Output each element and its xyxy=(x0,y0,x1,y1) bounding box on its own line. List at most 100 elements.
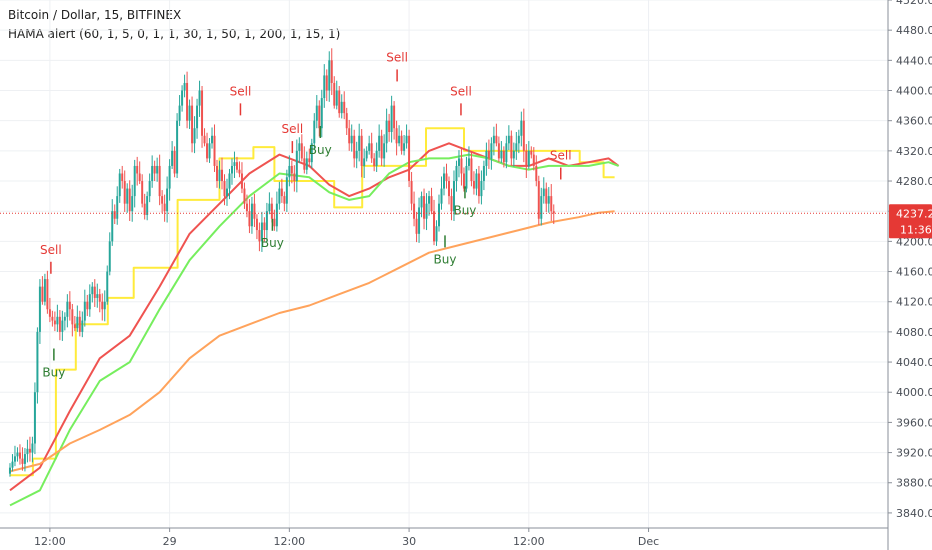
candle-body xyxy=(116,196,119,219)
candle-body xyxy=(178,105,181,121)
candle-body xyxy=(268,203,271,212)
signals: Sell Buy Sell Buy Sell Buy Sell Buy Sell Buy Sell xyxy=(40,50,572,379)
candle-body xyxy=(168,165,171,189)
candle-body xyxy=(338,90,341,114)
candle-body xyxy=(265,211,268,231)
price-tick-label: 4000.0 xyxy=(896,386,932,399)
price-tick-label: 4200.0 xyxy=(896,235,932,248)
candle-body xyxy=(123,181,126,204)
candle-body xyxy=(118,173,121,197)
candle-body xyxy=(303,158,306,170)
candle-body xyxy=(158,165,161,197)
candle-body xyxy=(413,203,416,219)
candle-body xyxy=(333,82,336,106)
candle-body xyxy=(133,165,136,197)
candle-body xyxy=(542,188,545,197)
candle-body xyxy=(108,241,111,272)
candle-body xyxy=(512,150,515,159)
candle-body xyxy=(68,301,71,310)
candle-body xyxy=(58,316,61,332)
candle-body xyxy=(408,135,411,182)
candle-body xyxy=(363,158,366,166)
candle-body xyxy=(131,196,134,212)
time-tick-label: 12:00 xyxy=(34,535,66,548)
price-tick-label: 4440.0 xyxy=(896,54,932,67)
candle-body xyxy=(335,90,338,106)
price-axis[interactable]: 3840.0 3880.0 3920.0 3960.0 4000.0 4040.0 4080… xyxy=(887,0,932,550)
candle-body xyxy=(393,105,396,129)
candle-body xyxy=(290,165,293,174)
candle-body xyxy=(71,309,74,325)
candle-body xyxy=(502,150,505,163)
sell-label: Sell xyxy=(282,122,304,136)
price-tick-label: 3840.0 xyxy=(896,507,932,520)
price-tick-label: 4520.0 xyxy=(896,0,932,7)
candle-body xyxy=(141,181,144,204)
sell-label: Sell xyxy=(450,84,472,98)
candle-body xyxy=(270,203,273,219)
candle-body xyxy=(490,143,493,159)
candle-body xyxy=(238,169,241,174)
price-tick-label: 3960.0 xyxy=(896,416,932,429)
candle-body xyxy=(166,188,169,212)
candle-body xyxy=(500,150,503,159)
candle-body xyxy=(390,105,393,132)
candle-body xyxy=(550,196,553,212)
candle-body xyxy=(275,203,278,227)
candle-body xyxy=(370,143,373,159)
candle-body xyxy=(255,218,258,231)
candle-body xyxy=(76,316,79,329)
candle-body xyxy=(73,324,76,329)
indicator-lines xyxy=(9,127,620,507)
candle-body xyxy=(505,143,508,163)
candle-body xyxy=(517,135,520,144)
hama-step-line xyxy=(10,127,615,477)
candle-body xyxy=(315,105,318,121)
candle-body xyxy=(477,173,480,197)
candle-body xyxy=(378,135,381,151)
time-tick-label: 12:00 xyxy=(273,535,305,548)
candle-body xyxy=(288,165,291,178)
candle-body xyxy=(83,301,86,321)
candle-body xyxy=(313,120,316,144)
candle-body xyxy=(230,165,233,174)
candle-body xyxy=(163,203,166,212)
candle-body xyxy=(410,181,413,204)
candle-body xyxy=(398,135,401,144)
sell-label: Sell xyxy=(386,50,408,64)
candle-body xyxy=(447,181,450,197)
candle-body xyxy=(233,162,236,166)
candle-body xyxy=(245,203,248,212)
candle-body xyxy=(285,177,288,204)
price-tick-label: 3880.0 xyxy=(896,477,932,490)
candle-body xyxy=(475,173,478,189)
candle-body xyxy=(380,135,383,159)
candle-body xyxy=(325,75,328,91)
candle-body xyxy=(425,203,428,219)
candle-body xyxy=(8,467,11,474)
candle-body xyxy=(395,128,398,144)
candle-body xyxy=(113,211,116,219)
time-tick-label: 29 xyxy=(163,535,177,548)
candle-body xyxy=(495,135,498,144)
candle-body xyxy=(101,301,104,310)
price-tick-label: 3920.0 xyxy=(896,447,932,460)
candle-body xyxy=(18,452,21,459)
candle-body xyxy=(428,196,431,204)
candle-body xyxy=(148,181,151,197)
candle-body xyxy=(46,279,49,310)
candle-body xyxy=(146,196,149,215)
candle-body xyxy=(136,165,139,174)
time-axis[interactable]: 12:00 29 12:00 30 12:00 Dec xyxy=(0,527,888,548)
candle-body xyxy=(63,316,66,321)
candle-body xyxy=(280,188,283,197)
candle-body xyxy=(510,135,513,159)
candle-body xyxy=(240,173,243,189)
candle-body xyxy=(98,294,101,302)
candle-body xyxy=(507,135,510,144)
candle-body xyxy=(143,203,146,215)
candles xyxy=(8,48,555,477)
buy-label: Buy xyxy=(453,203,476,217)
candle-body xyxy=(318,105,321,129)
